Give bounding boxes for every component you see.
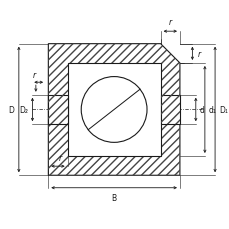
Text: r: r	[33, 71, 36, 79]
Text: r: r	[168, 17, 171, 26]
Circle shape	[81, 77, 146, 143]
Bar	[48, 95, 67, 125]
Polygon shape	[48, 44, 179, 175]
Bar	[67, 64, 160, 156]
Bar	[160, 95, 179, 125]
Bar	[160, 95, 179, 125]
Text: d₁: d₁	[207, 106, 215, 114]
Text: B: B	[111, 194, 116, 202]
Bar	[48, 95, 67, 125]
Text: D₂: D₂	[19, 106, 28, 114]
Text: D₁: D₁	[218, 106, 227, 114]
Text: D: D	[8, 106, 14, 114]
Text: r: r	[197, 50, 200, 59]
Text: d: d	[198, 106, 203, 114]
Text: r: r	[58, 153, 62, 162]
